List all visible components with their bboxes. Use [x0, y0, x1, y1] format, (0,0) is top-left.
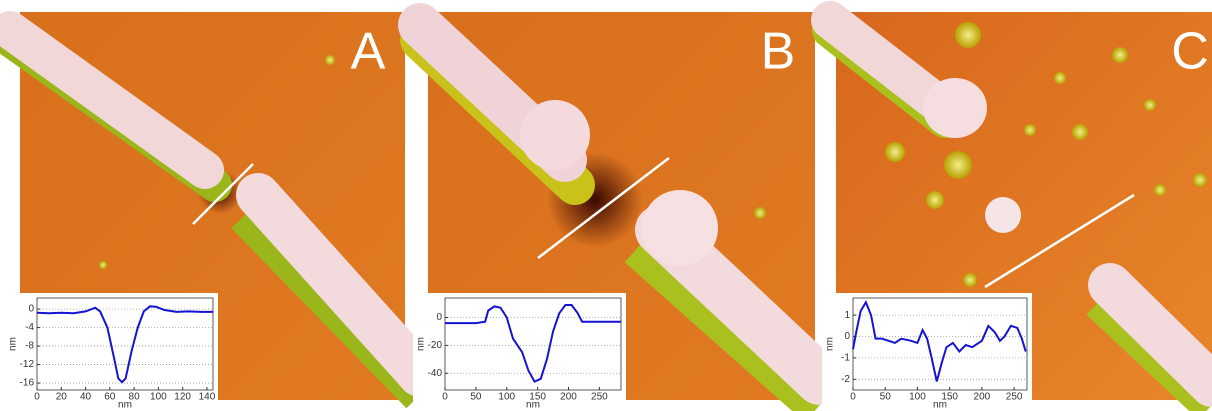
y-tick-label: -8 [25, 341, 34, 352]
x-tick-label: 50 [880, 392, 892, 403]
y-tick-label: -2 [841, 374, 850, 385]
x-tick-label: 20 [56, 392, 68, 403]
x-tick-label: 250 [1006, 392, 1023, 403]
x-axis-label: nm [526, 400, 540, 411]
x-tick-label: 200 [974, 392, 991, 403]
figure: A B C 0-4-8-12-16020406080100120140nmnm0… [0, 0, 1212, 411]
x-tick-label: 0 [442, 392, 448, 403]
y-axis-label: nm [416, 337, 427, 351]
x-tick-label: 0 [34, 392, 40, 403]
y-tick-label: 0 [28, 304, 34, 315]
panel-label: A [351, 23, 386, 81]
x-tick-label: 100 [909, 392, 926, 403]
y-axis-label: nm [8, 337, 19, 351]
x-tick-label: 140 [199, 392, 216, 403]
y-tick-label: -4 [25, 322, 34, 333]
x-tick-label: 100 [498, 392, 515, 403]
y-axis-label: nm [825, 337, 836, 351]
y-tick-label: -12 [20, 359, 35, 370]
y-tick-label: -1 [841, 353, 850, 364]
x-tick-label: 120 [174, 392, 191, 403]
x-tick-label: 200 [560, 392, 577, 403]
y-tick-label: 0 [844, 331, 850, 342]
x-tick-label: 50 [470, 392, 482, 403]
x-axis-label: nm [933, 400, 947, 411]
x-tick-label: 100 [150, 392, 167, 403]
panel-label: C [1171, 23, 1209, 81]
panel-label: B [761, 23, 796, 81]
x-tick-label: 60 [104, 392, 116, 403]
x-tick-label: 40 [80, 392, 92, 403]
y-tick-label: 0 [436, 312, 442, 323]
y-tick-label: -16 [20, 378, 35, 389]
x-axis-label: nm [118, 400, 132, 411]
x-tick-label: 250 [591, 392, 608, 403]
y-tick-label: -40 [428, 368, 443, 379]
x-tick-label: 0 [850, 392, 856, 403]
y-tick-label: -20 [428, 340, 443, 351]
y-tick-label: 1 [844, 310, 850, 321]
